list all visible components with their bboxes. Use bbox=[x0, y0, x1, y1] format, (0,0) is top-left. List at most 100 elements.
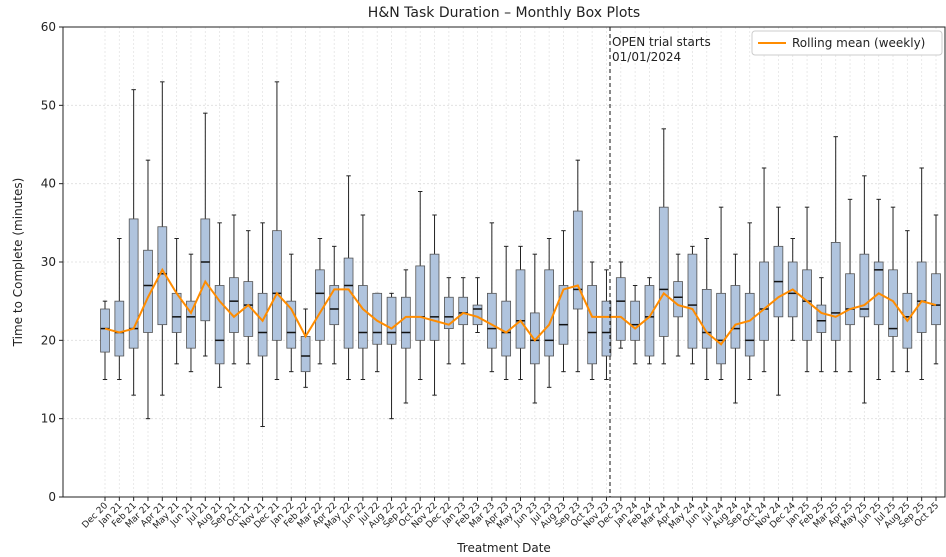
box-group bbox=[630, 285, 640, 365]
box bbox=[816, 304, 827, 333]
box-group bbox=[558, 230, 569, 373]
box-group bbox=[257, 222, 268, 427]
box-group bbox=[401, 269, 411, 404]
box bbox=[701, 289, 712, 349]
box-group bbox=[773, 206, 784, 396]
box bbox=[888, 269, 898, 337]
box-group bbox=[186, 253, 196, 373]
box-group bbox=[171, 238, 182, 365]
box-group bbox=[816, 277, 827, 373]
box-group bbox=[114, 238, 125, 380]
box bbox=[859, 253, 870, 318]
box bbox=[429, 253, 440, 341]
box bbox=[931, 273, 941, 326]
box bbox=[286, 300, 297, 349]
box bbox=[315, 269, 325, 341]
box bbox=[501, 300, 512, 357]
box bbox=[615, 277, 626, 341]
box bbox=[214, 285, 225, 365]
y-tick-label: 10 bbox=[41, 412, 56, 426]
box-group bbox=[744, 222, 755, 380]
box-group bbox=[859, 175, 870, 404]
chart-title: H&N Task Duration – Monthly Box Plots bbox=[368, 5, 640, 21]
box-group bbox=[673, 253, 683, 357]
box-group bbox=[300, 308, 311, 388]
box bbox=[558, 285, 569, 345]
box bbox=[272, 230, 282, 341]
box-group bbox=[845, 198, 855, 373]
box-group bbox=[501, 245, 512, 380]
y-axis-label: Time to Complete (minutes) bbox=[11, 178, 25, 348]
box bbox=[544, 269, 554, 357]
box bbox=[300, 336, 311, 373]
box bbox=[716, 292, 726, 365]
x-axis-label: Treatment Date bbox=[456, 541, 551, 555]
box bbox=[487, 292, 497, 349]
box bbox=[143, 249, 153, 333]
box bbox=[845, 273, 855, 326]
annotation: OPEN trial starts bbox=[612, 35, 711, 49]
box-group bbox=[343, 175, 354, 380]
box bbox=[200, 218, 211, 322]
box bbox=[100, 308, 110, 353]
box-group bbox=[272, 81, 282, 380]
box bbox=[572, 210, 583, 310]
box bbox=[329, 285, 340, 326]
box bbox=[343, 257, 354, 349]
box bbox=[529, 312, 540, 365]
box-group bbox=[472, 277, 483, 333]
box bbox=[458, 296, 469, 326]
box bbox=[515, 269, 526, 349]
box bbox=[257, 292, 268, 357]
box bbox=[587, 285, 597, 365]
box-group bbox=[644, 277, 655, 365]
box-group bbox=[286, 253, 297, 373]
box-group bbox=[615, 261, 626, 349]
box bbox=[415, 265, 426, 341]
box-group bbox=[200, 112, 211, 357]
y-tick-label: 60 bbox=[41, 20, 56, 34]
box-group bbox=[372, 292, 383, 373]
box-group bbox=[529, 253, 540, 404]
box-group bbox=[716, 206, 726, 380]
y-tick-label: 40 bbox=[41, 177, 56, 191]
box bbox=[372, 292, 383, 345]
box bbox=[401, 296, 411, 349]
legend-label: Rolling mean (weekly) bbox=[792, 36, 925, 50]
box bbox=[386, 296, 397, 345]
box-group bbox=[873, 198, 884, 380]
box-group bbox=[143, 159, 153, 420]
box-group bbox=[544, 238, 554, 388]
box bbox=[916, 261, 927, 333]
box-group bbox=[487, 222, 497, 373]
box-group bbox=[429, 214, 440, 396]
box bbox=[128, 218, 139, 349]
box-group bbox=[229, 214, 239, 365]
annotation: 01/01/2024 bbox=[612, 50, 681, 64]
box-group bbox=[315, 238, 325, 365]
box-group bbox=[888, 206, 898, 373]
box bbox=[730, 285, 741, 349]
line-series bbox=[104, 267, 937, 346]
box-group bbox=[902, 230, 913, 373]
box bbox=[759, 261, 769, 341]
box bbox=[744, 292, 755, 357]
legend-box bbox=[751, 30, 943, 56]
box-group bbox=[157, 81, 168, 396]
box bbox=[658, 206, 669, 337]
box bbox=[644, 285, 655, 357]
plot-frame bbox=[62, 26, 946, 498]
box-group bbox=[329, 245, 340, 365]
y-tick-label: 20 bbox=[41, 333, 56, 347]
box bbox=[601, 300, 612, 357]
box bbox=[472, 304, 483, 326]
box bbox=[444, 296, 454, 329]
box bbox=[114, 300, 125, 357]
box bbox=[186, 300, 196, 349]
y-tick-label: 0 bbox=[48, 490, 56, 504]
box-group bbox=[687, 245, 698, 365]
box-group bbox=[100, 300, 110, 380]
box-group bbox=[128, 89, 139, 396]
box-group bbox=[701, 238, 712, 380]
box-group bbox=[830, 136, 841, 373]
